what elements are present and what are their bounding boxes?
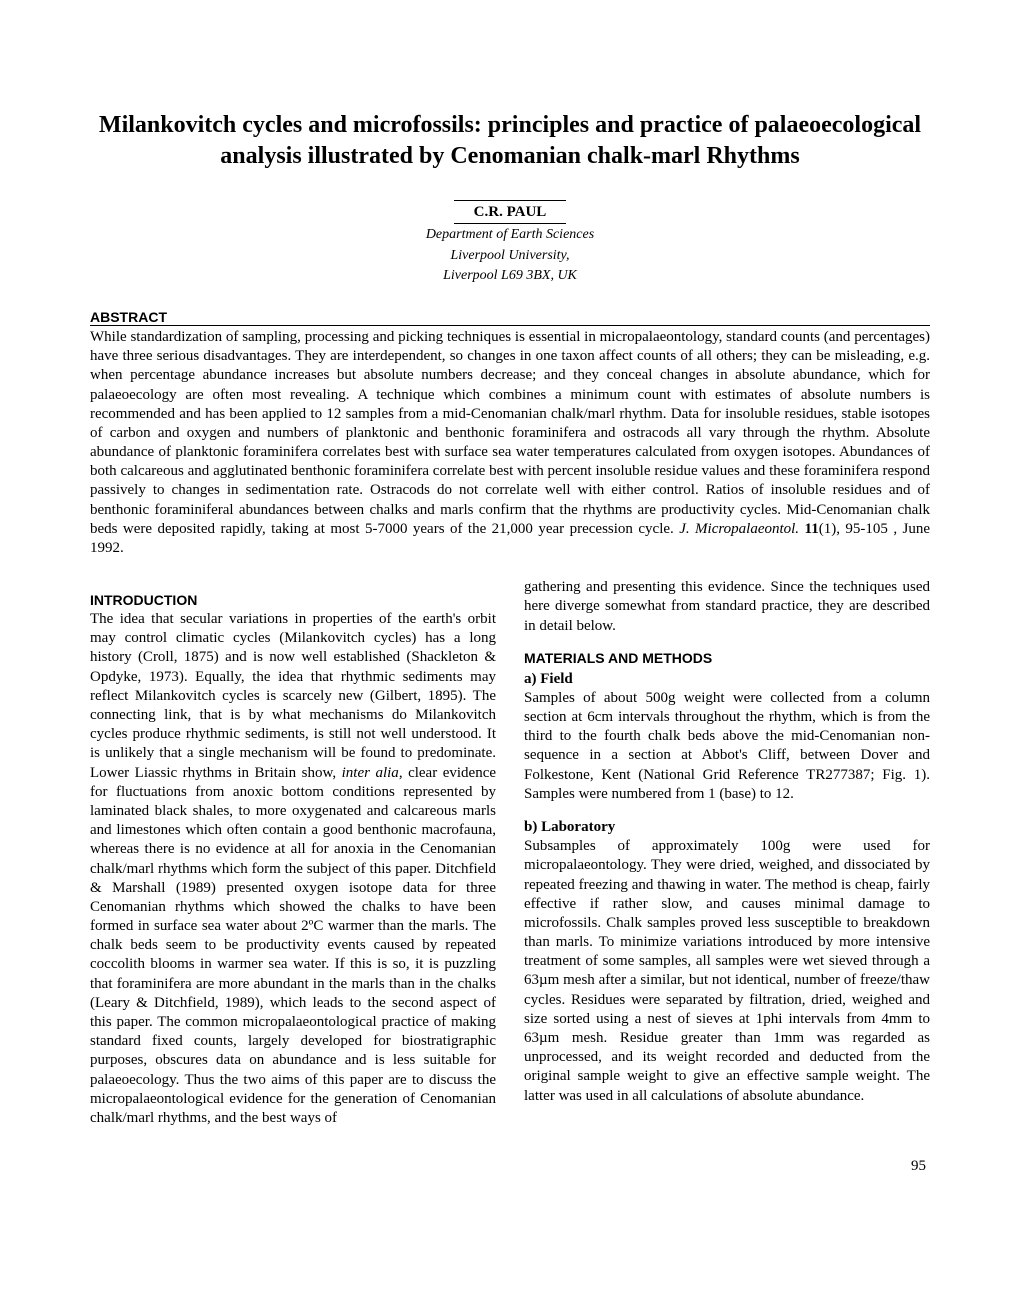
paper-title: Milankovitch cycles and microfossils: pr… [90,110,930,172]
affiliation-line-2: Liverpool University, [90,247,930,265]
paper-page: Milankovitch cycles and microfossils: pr… [0,0,1020,1215]
intro-continuation: gathering and presenting this evidence. … [524,578,930,636]
abstract-body: While standardization of sampling, proce… [90,328,930,558]
abstract-text: While standardization of sampling, proce… [90,329,930,537]
laboratory-subheading: b) Laboratory [524,818,930,837]
intro-inter-alia: inter alia [342,765,399,781]
affiliation-line-3: Liverpool L69 3BX, UK [90,267,930,285]
introduction-body: The idea that secular variations in prop… [90,610,496,1128]
abstract-citation-journal: J. Micropalaeontol. [679,521,799,537]
abstract-rule [90,325,930,326]
page-number: 95 [90,1158,930,1175]
column-right: gathering and presenting this evidence. … [524,578,930,1128]
introduction-heading: INTRODUCTION [90,592,496,610]
laboratory-body: Subsamples of approximately 100g were us… [524,837,930,1106]
abstract-citation-vol: 11 [805,521,819,537]
field-body: Samples of about 500g weight were collec… [524,689,930,804]
author-block: C.R. PAUL Department of Earth Sciences L… [90,200,930,285]
author-rule: C.R. PAUL [454,200,567,224]
affiliation-line-1: Department of Earth Sciences [90,226,930,244]
field-subheading: a) Field [524,670,930,689]
intro-part2: , clear evidence for fluctuations from a… [90,765,496,1126]
body-columns: INTRODUCTION The idea that secular varia… [90,578,930,1128]
author-name: C.R. PAUL [454,204,567,220]
abstract-section: ABSTRACT While standardization of sampli… [90,309,930,558]
materials-heading: MATERIALS AND METHODS [524,650,930,668]
intro-part1: The idea that secular variations in prop… [90,611,496,781]
column-left: INTRODUCTION The idea that secular varia… [90,578,496,1128]
abstract-heading: ABSTRACT [90,309,930,325]
